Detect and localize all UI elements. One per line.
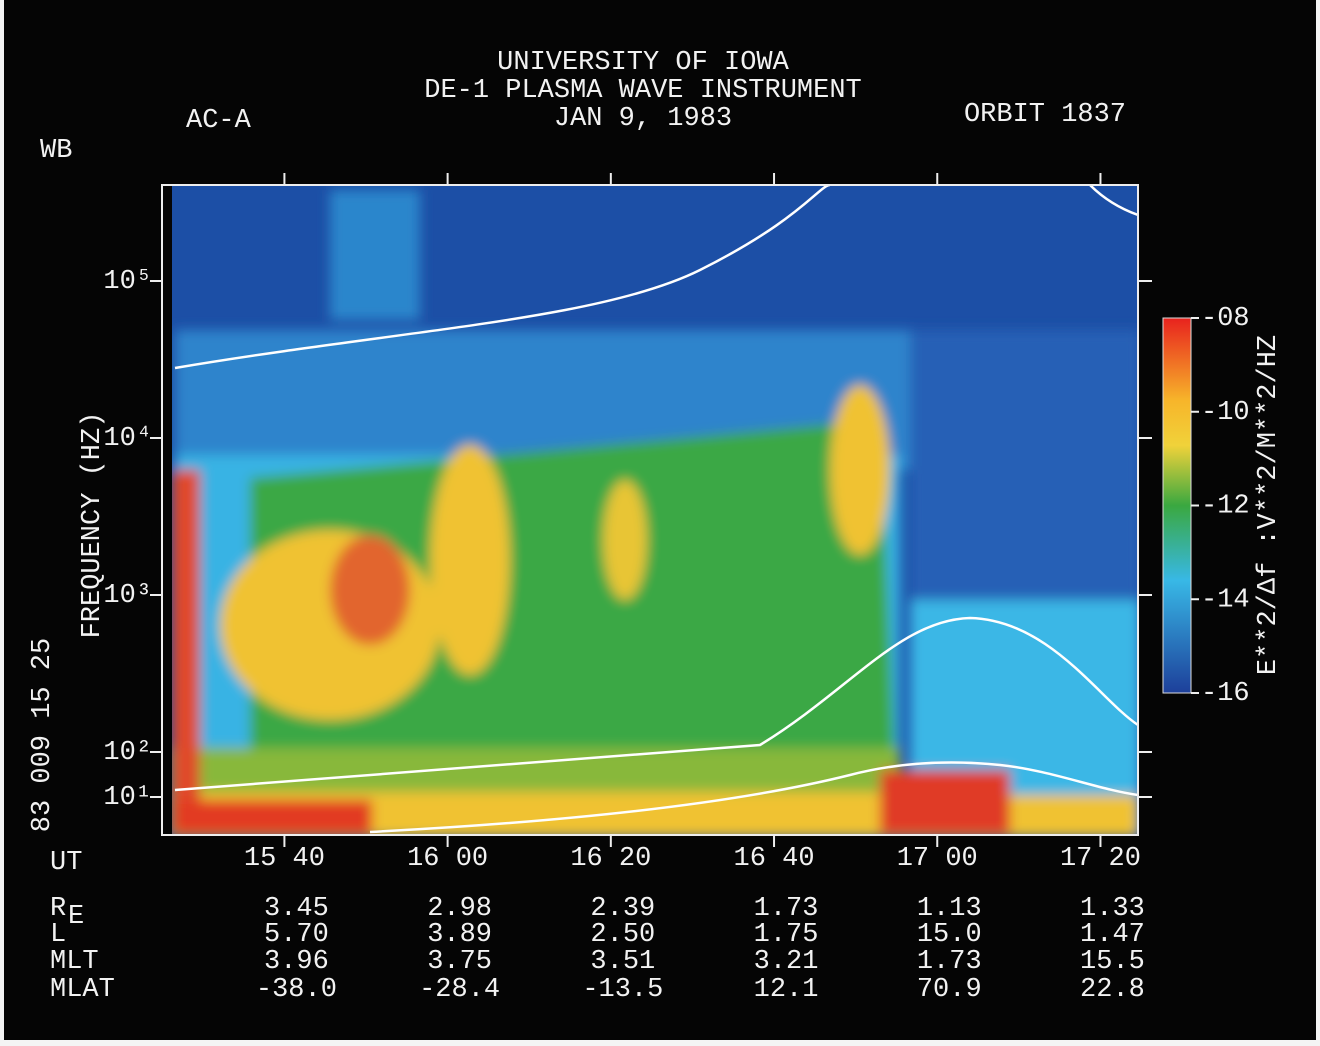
- colorbar-tick-label: -12: [1201, 492, 1250, 522]
- x-tick-label: 15 40: [244, 844, 325, 874]
- chart: UNIVERSITY OF IOWA DE-1 PLASMA WAVE INST…: [0, 0, 1320, 1046]
- y-tick-label: 10²: [103, 738, 152, 768]
- date: JAN 9, 1983: [554, 104, 732, 134]
- y-tick-label: 10⁴: [103, 424, 152, 454]
- page: UNIVERSITY OF IOWA DE-1 PLASMA WAVE INST…: [0, 0, 1320, 1046]
- x-tick-label: 16 20: [570, 844, 651, 874]
- y-tick-label: 10¹: [103, 783, 152, 813]
- x-tick-label: 17 00: [897, 844, 978, 874]
- ephemeris-value: -38.0: [256, 975, 337, 1005]
- x-tick-label: 16 00: [407, 844, 488, 874]
- colorbar-tick-label: -10: [1201, 398, 1250, 428]
- ephemeris-label: MLT: [50, 947, 99, 977]
- ephemeris-value: 2.50: [590, 920, 655, 950]
- ephemeris-value: 3.96: [264, 947, 329, 977]
- title: UNIVERSITY OF IOWA: [497, 48, 789, 78]
- start-time: 83 009 15 25: [28, 638, 58, 832]
- ephemeris-value: 70.9: [917, 975, 982, 1005]
- ephemeris-value: 15.0: [917, 920, 982, 950]
- subtitle: DE-1 PLASMA WAVE INSTRUMENT: [424, 76, 861, 106]
- ephemeris-value: 1.73: [917, 947, 982, 977]
- x-tick-label: 17 20: [1060, 844, 1141, 874]
- ephemeris-value: 3.51: [590, 947, 655, 977]
- ephemeris-value: 22.8: [1080, 975, 1145, 1005]
- ephemeris-value: 5.70: [264, 920, 329, 950]
- colorbar: [1163, 318, 1191, 693]
- receiver: WB: [40, 136, 72, 166]
- colorbar-tick-label: -16: [1201, 679, 1250, 709]
- mode: AC-A: [186, 106, 252, 136]
- ephemeris-label-sub: E: [68, 902, 84, 932]
- ephemeris-label: MLAT: [50, 975, 115, 1005]
- ephemeris-value: 3.21: [754, 947, 819, 977]
- x-tick-label: 16 40: [734, 844, 815, 874]
- ephemeris-value: 1.75: [754, 920, 819, 950]
- y-tick-label: 10³: [103, 581, 152, 611]
- x-axis-label: UT: [50, 848, 82, 878]
- y-tick-label: 10⁵: [103, 267, 152, 297]
- colorbar-tick-label: -14: [1201, 585, 1250, 615]
- ephemeris-value: 15.5: [1080, 947, 1145, 977]
- ephemeris-value: -28.4: [419, 975, 500, 1005]
- spectrogram: [162, 185, 1140, 837]
- ephemeris-value: 3.75: [427, 947, 492, 977]
- ephemeris-value: -13.5: [582, 975, 663, 1005]
- colorbar-tick-label: -08: [1201, 304, 1250, 334]
- ephemeris-value: 3.89: [427, 920, 492, 950]
- orbit: ORBIT 1837: [964, 100, 1126, 130]
- ephemeris-value: 1.47: [1080, 920, 1145, 950]
- colorbar-label: E**2/Δf :V**2/M**2/HZ: [1254, 335, 1284, 675]
- ephemeris-value: 12.1: [754, 975, 819, 1005]
- ephemeris-label: L: [50, 920, 66, 950]
